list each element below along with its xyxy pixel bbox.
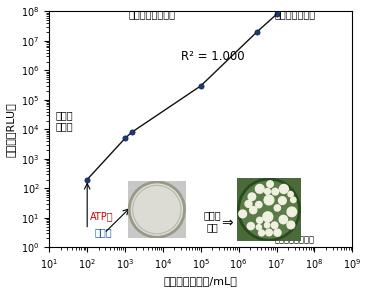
Point xyxy=(129,130,135,135)
Point xyxy=(84,177,90,182)
Text: 数日間
培養: 数日間 培養 xyxy=(203,210,221,232)
Text: 肉眼観察で判定: 肉眼観察で判定 xyxy=(274,9,315,19)
Text: 半日で
判定可: 半日で 判定可 xyxy=(56,110,74,131)
Y-axis label: 発光量（RLU）: 発光量（RLU） xyxy=(6,102,15,157)
Text: ATP法: ATP法 xyxy=(90,211,114,221)
Point xyxy=(198,84,204,88)
Text: ⇒: ⇒ xyxy=(221,215,233,230)
X-axis label: カビ胞子数（個/mL）: カビ胞子数（個/mL） xyxy=(164,277,238,286)
Text: 培養法: 培養法 xyxy=(94,227,112,237)
Point xyxy=(122,136,128,141)
Text: （イメージ写真）: （イメージ写真） xyxy=(275,235,315,244)
Text: 寒天培地に接種時: 寒天培地に接種時 xyxy=(128,9,175,19)
Point xyxy=(274,12,280,17)
Point xyxy=(254,30,260,34)
Text: R² = 1.000: R² = 1.000 xyxy=(181,50,245,63)
